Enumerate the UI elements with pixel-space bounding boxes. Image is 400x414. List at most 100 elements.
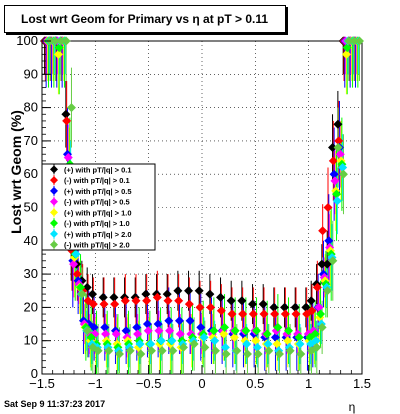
y-tick-label: 30 — [24, 266, 38, 281]
data-point — [153, 319, 163, 329]
data-point — [185, 316, 195, 326]
y-tick-label: 40 — [24, 233, 38, 248]
data-point — [263, 339, 273, 349]
data-point — [210, 346, 220, 356]
data-point — [174, 296, 184, 306]
data-point — [88, 299, 98, 309]
data-point — [329, 169, 339, 179]
data-point — [238, 309, 248, 319]
data-point — [273, 322, 283, 332]
data-point — [280, 309, 290, 319]
data-point — [146, 339, 156, 349]
data-point — [220, 322, 230, 332]
data-point — [335, 149, 345, 159]
data-point — [323, 203, 333, 212]
legend-entry: (-) with pT/|q| > 1.0 — [64, 219, 130, 228]
data-point — [307, 306, 317, 316]
data-point — [312, 342, 322, 352]
data-point — [333, 143, 343, 153]
legend-marker — [50, 229, 58, 238]
data-point — [252, 342, 262, 352]
y-tick-label: 100 — [16, 33, 38, 48]
data-point — [284, 326, 294, 336]
legend-entry: (-) with pT/|q| > 0.1 — [64, 176, 130, 185]
data-point — [206, 302, 216, 312]
data-point — [252, 326, 262, 336]
data-point — [133, 329, 143, 339]
y-tick-label: 10 — [24, 333, 38, 348]
data-point — [110, 299, 120, 309]
chart-title-box: Lost wrt Geom for Primary vs η at pT > 0… — [4, 5, 286, 33]
data-point — [71, 249, 81, 259]
legend-entry: (-) with pT/|q| > 2.0 — [64, 241, 130, 250]
y-axis-label: Lost wrt Geom (%) — [8, 110, 24, 234]
data-point — [259, 309, 269, 319]
data-point — [237, 296, 247, 306]
data-point — [101, 329, 111, 339]
data-point — [295, 339, 305, 349]
data-point — [285, 346, 295, 356]
data-point — [173, 286, 183, 296]
data-point — [232, 346, 242, 356]
data-point — [154, 326, 164, 336]
data-point — [221, 349, 231, 359]
data-point — [311, 336, 321, 346]
data-point — [226, 296, 236, 306]
data-point — [63, 153, 73, 163]
data-point — [341, 49, 351, 59]
x-tick-label: 0.5 — [246, 376, 264, 391]
timestamp: Sat Sep 9 11:37:23 2017 — [4, 399, 106, 409]
data-point — [219, 329, 229, 339]
data-point — [53, 49, 63, 59]
data-point — [209, 326, 219, 336]
data-point — [294, 332, 304, 342]
data-point — [168, 346, 178, 356]
data-point — [301, 302, 311, 312]
data-point — [77, 289, 87, 299]
data-point — [82, 326, 92, 336]
data-point — [306, 296, 316, 306]
data-point — [89, 322, 99, 332]
data-point — [162, 289, 172, 299]
data-point — [62, 116, 72, 126]
data-point — [328, 143, 338, 153]
x-tick-label: 1.5 — [353, 376, 371, 391]
data-point — [216, 306, 226, 316]
data-point — [104, 346, 114, 356]
data-point — [338, 169, 348, 179]
data-point — [76, 282, 86, 292]
data-point — [330, 176, 340, 186]
data-point — [174, 316, 184, 326]
data-point — [272, 339, 282, 349]
data-point — [342, 43, 352, 53]
y-tick-label: 70 — [24, 133, 38, 148]
legend-entry: (+) with pT/|q| > 2.0 — [64, 230, 132, 239]
y-tick-label: 50 — [24, 200, 38, 215]
data-point — [98, 292, 108, 302]
data-point — [69, 259, 79, 269]
data-point — [99, 299, 109, 309]
chart-title: Lost wrt Geom for Primary vs η at pT > 0… — [21, 12, 269, 26]
data-point — [242, 349, 252, 359]
data-point — [253, 349, 263, 359]
y-tick-label: 90 — [24, 66, 38, 81]
data-point — [142, 319, 152, 329]
data-point — [184, 299, 194, 309]
data-point — [157, 346, 167, 356]
data-point — [156, 336, 166, 346]
data-point — [136, 349, 146, 359]
data-point — [72, 269, 82, 279]
data-point — [310, 329, 320, 339]
data-point — [258, 299, 268, 309]
legend-marker — [50, 165, 58, 174]
data-point — [229, 332, 239, 342]
legend-marker — [50, 176, 58, 185]
legend-marker — [50, 240, 58, 249]
data-point — [290, 302, 300, 312]
legend: (+) with pT/|q| > 0.1 (-) with pT/|q| > 0… — [41, 163, 156, 251]
data-point — [132, 322, 142, 332]
y-tick-label: 60 — [24, 166, 38, 181]
data-point — [314, 302, 324, 312]
data-point — [338, 163, 348, 173]
